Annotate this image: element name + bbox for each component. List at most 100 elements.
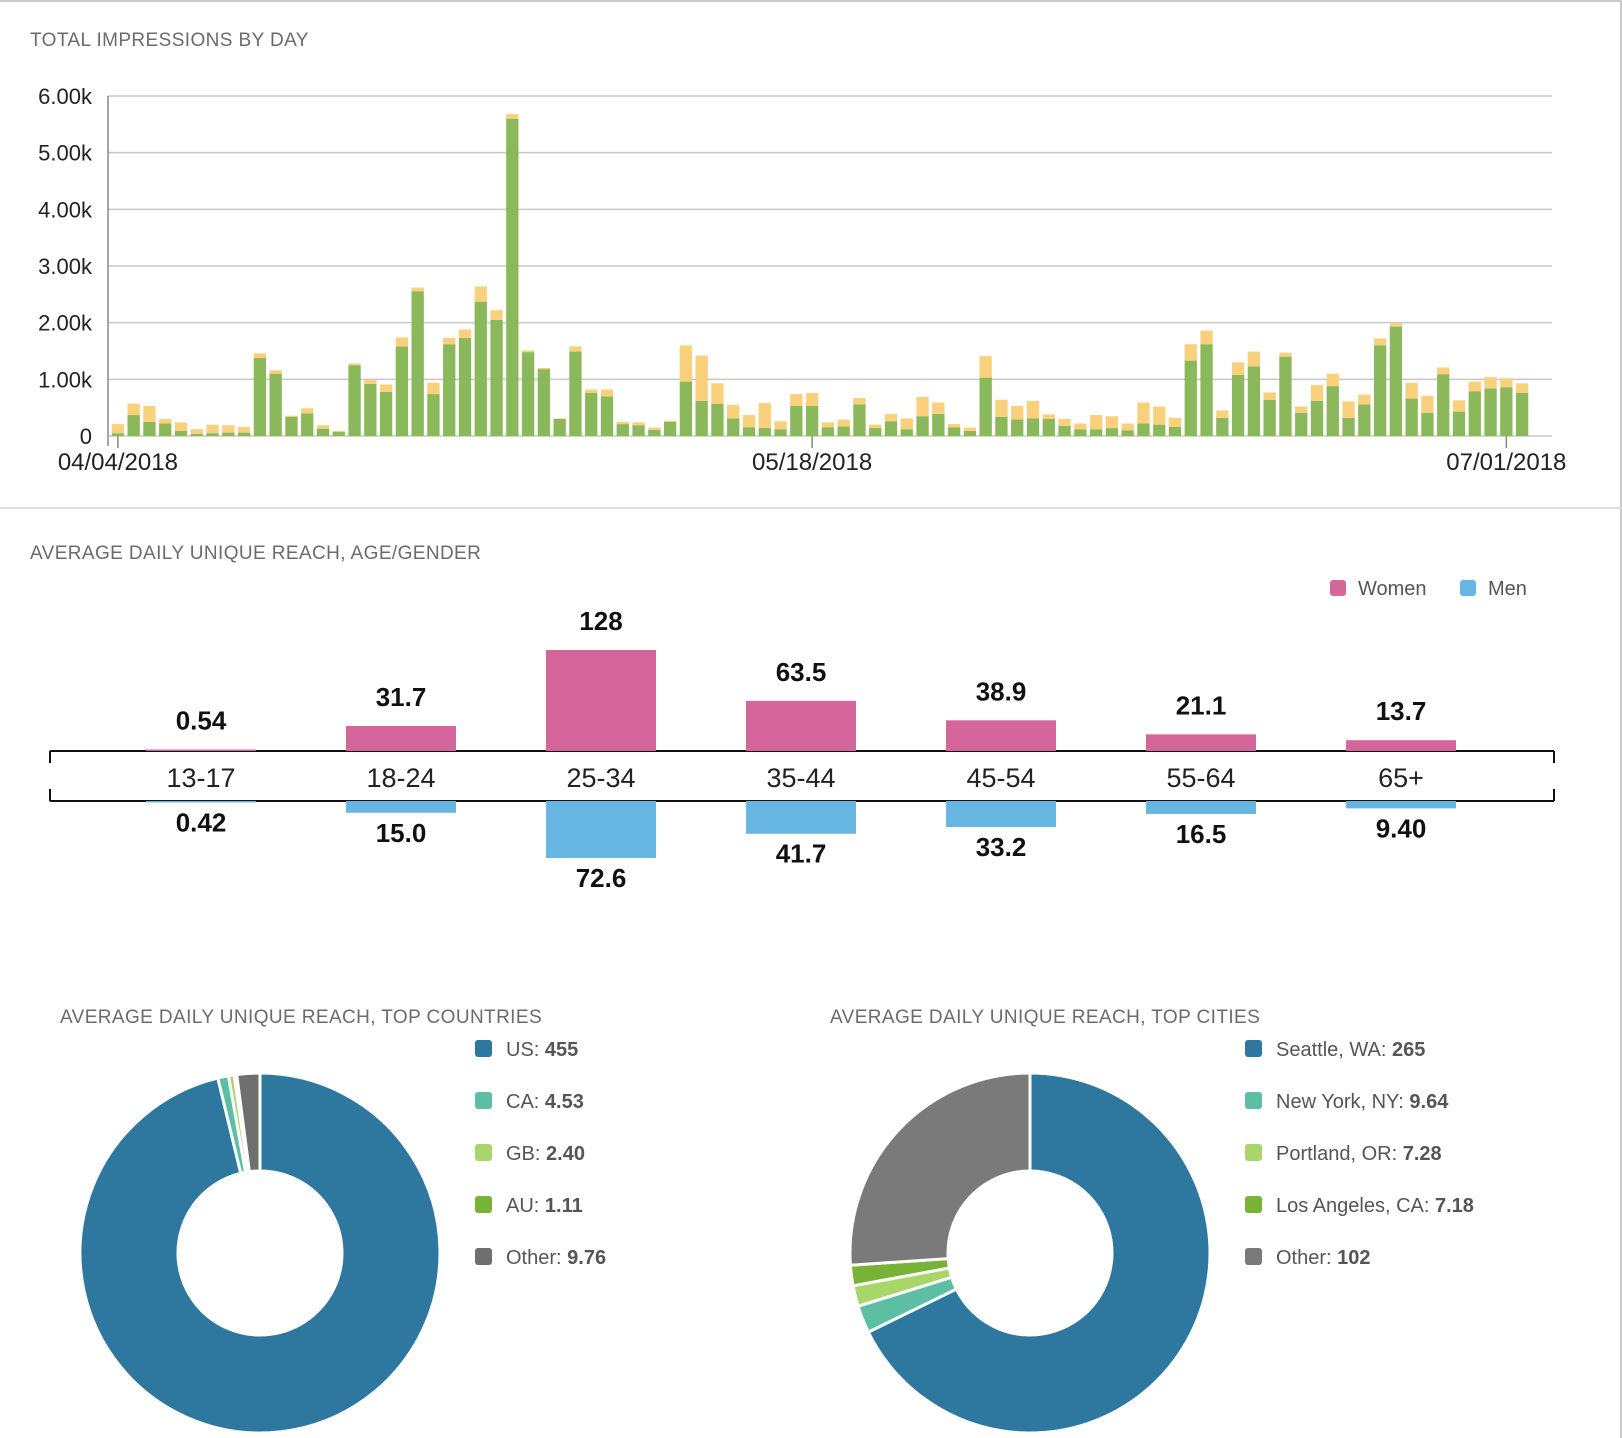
impressions-bar-segment — [805, 405, 819, 436]
impressions-bar-segment — [1437, 374, 1450, 436]
impressions-bar-segment — [316, 425, 330, 429]
impressions-bar-segment — [663, 420, 677, 422]
legend-value: 455 — [545, 1039, 578, 1061]
age-category-label: 45-54 — [966, 763, 1035, 793]
impressions-bar-segment — [1358, 394, 1371, 405]
impressions-bar-segment — [1468, 381, 1481, 392]
impressions-bar-segment — [679, 381, 693, 436]
impressions-bar-segment — [127, 403, 140, 416]
impressions-bar-segment — [490, 310, 503, 320]
legend-name: Other: — [506, 1247, 567, 1269]
impressions-bar-segment — [1042, 414, 1055, 419]
impressions-bar-segment — [537, 368, 551, 370]
city-legend-item: Los Angeles, CA: 7.18 — [1245, 1195, 1474, 1217]
impressions-bar-segment — [1247, 366, 1261, 436]
impressions-bar-segment — [427, 382, 440, 395]
city-legend-label: Los Angeles, CA: 7.18 — [1276, 1195, 1474, 1217]
impressions-bar-segment — [1500, 387, 1513, 436]
impressions-bar-segment — [1263, 399, 1276, 436]
impressions-bar-segment — [947, 427, 961, 436]
impressions-bar-segment — [632, 422, 645, 426]
impressions-bar-segment — [616, 421, 629, 425]
age-category-label: 13-17 — [166, 763, 235, 793]
impressions-bar-segment — [332, 430, 345, 433]
impressions-bar-segment — [869, 428, 882, 436]
age-category-label: 55-64 — [1166, 763, 1235, 793]
impressions-bar-segment — [395, 337, 409, 347]
impressions-bar-segment — [600, 396, 614, 436]
impressions-bar-segment — [237, 432, 251, 436]
impressions-bar-segment — [1168, 417, 1182, 427]
impressions-bar-segment — [521, 350, 535, 353]
impressions-bar-segment — [506, 114, 519, 119]
impressions-bar-segment — [348, 363, 361, 366]
impressions-bar-segment — [711, 383, 724, 404]
women-bar — [746, 700, 856, 751]
impressions-bar-segment — [742, 415, 756, 428]
impressions-bar-segment — [1295, 412, 1308, 436]
country-legend-label: GB: 2.40 — [506, 1143, 585, 1165]
y-tick-label: 2.00k — [38, 311, 93, 336]
country-legend-item: AU: 1.11 — [475, 1195, 583, 1217]
impressions-bar-segment — [821, 422, 835, 428]
country-legend-item: GB: 2.40 — [475, 1143, 585, 1165]
impressions-bar-segment — [758, 403, 771, 429]
age-category-label: 25-34 — [566, 763, 635, 793]
impressions-bar-segment — [474, 286, 487, 302]
impressions-bar-segment — [1389, 326, 1403, 436]
impressions-bar-segment — [1168, 426, 1182, 436]
impressions-bar-segment — [1184, 360, 1197, 436]
impressions-bar-segment — [1247, 351, 1261, 367]
impressions-bar-segment — [1373, 338, 1387, 346]
women-value-label: 31.7 — [376, 682, 427, 712]
right-border — [1620, 0, 1622, 1438]
impressions-bar-segment — [1153, 424, 1166, 436]
y-tick-label: 0 — [80, 424, 92, 449]
impressions-bar-segment — [1231, 374, 1245, 436]
impressions-bar-segment — [285, 416, 298, 436]
impressions-bar-segment — [1326, 386, 1339, 436]
impressions-bar-segment — [1105, 428, 1119, 436]
y-tick-label: 5.00k — [38, 141, 93, 166]
impressions-bar-segment — [790, 405, 803, 436]
impressions-bar-segment — [1137, 423, 1150, 436]
impressions-bar-segment — [1421, 395, 1434, 413]
impressions-bar-segment — [1437, 367, 1450, 375]
legend-swatch — [1245, 1196, 1262, 1213]
impressions-bar-segment — [1137, 402, 1150, 424]
impressions-bar-segment — [159, 419, 172, 424]
impressions-bar-segment — [301, 413, 314, 436]
impressions-bar-segment — [237, 426, 251, 433]
men-value-label: 41.7 — [776, 839, 827, 869]
section-divider — [0, 507, 1622, 509]
impressions-bar-segment — [837, 419, 850, 427]
impressions-bar-segment — [616, 424, 629, 436]
impressions-bar-segment — [837, 426, 850, 436]
legend-name: Other: — [1276, 1247, 1337, 1269]
x-tick-label: 04/04/2018 — [58, 449, 178, 476]
impressions-bar-segment — [1231, 362, 1245, 375]
y-tick-label: 4.00k — [38, 197, 93, 222]
legend-swatch — [475, 1248, 492, 1265]
legend-swatch — [1330, 580, 1346, 596]
impressions-bar-segment — [1310, 400, 1324, 436]
impressions-bar-segment — [727, 404, 740, 419]
impressions-bar-segment — [111, 433, 125, 436]
city-legend-label: Other: 102 — [1276, 1247, 1371, 1269]
men-bar — [146, 801, 256, 803]
impressions-bar-segment — [1058, 425, 1071, 436]
legend-swatch — [475, 1040, 492, 1057]
legend-swatch — [1460, 580, 1476, 596]
women-value-label: 63.5 — [776, 657, 827, 687]
impressions-bar-segment — [995, 399, 1008, 417]
impressions-bar-segment — [490, 319, 503, 436]
impressions-bar-segment — [443, 344, 456, 436]
x-tick-label: 07/01/2018 — [1446, 449, 1566, 476]
cities-title: AVERAGE DAILY UNIQUE REACH, TOP CITIES — [830, 1007, 1261, 1028]
impressions-bar-segment — [932, 402, 945, 414]
impressions-bar-segment — [790, 394, 803, 406]
impressions-bar-segment — [1405, 382, 1418, 399]
y-tick-label: 1.00k — [38, 367, 93, 392]
impressions-bar-segment — [1184, 344, 1197, 361]
impressions-bar-segment — [111, 424, 125, 434]
